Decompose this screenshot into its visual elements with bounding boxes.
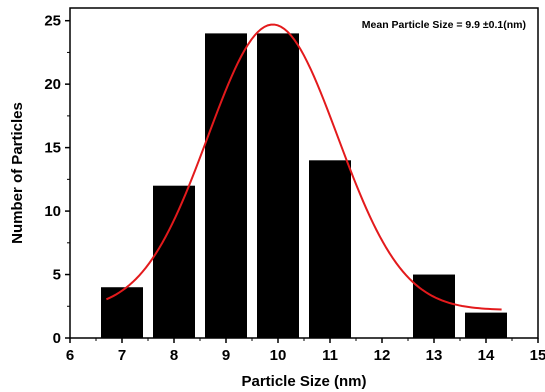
y-tick-label: 10 (44, 203, 61, 220)
bar-4 (257, 33, 299, 339)
gaussian-fit-curve (105, 23, 502, 311)
y-axis-ticks: 0 5 10 15 20 25 (44, 13, 70, 347)
x-tick-label: 7 (118, 347, 126, 364)
y-tick-label: 0 (53, 330, 61, 347)
x-tick-label: 6 (66, 347, 74, 364)
bar-1 (101, 287, 143, 338)
x-tick-label: 8 (170, 347, 178, 364)
bar-6 (413, 274, 455, 338)
x-tick-label: 10 (270, 347, 287, 364)
bar-2 (153, 185, 195, 338)
y-tick-label: 5 (53, 267, 61, 284)
y-tick-label: 25 (44, 13, 61, 30)
y-tick-label: 15 (44, 140, 61, 157)
x-tick-label: 12 (374, 347, 391, 364)
bars-group (101, 33, 507, 339)
x-tick-label: 15 (530, 347, 545, 364)
bar-5 (309, 160, 351, 338)
x-axis-ticks: 6 7 8 9 10 11 12 13 14 15 (66, 338, 545, 364)
mean-size-annotation: Mean Particle Size = 9.9 ±0.1(nm) (362, 19, 526, 31)
bar-7 (465, 312, 507, 338)
x-axis-title: Particle Size (nm) (241, 373, 366, 390)
x-tick-label: 9 (222, 347, 230, 364)
y-axis-title: Number of Particles (9, 102, 26, 244)
x-tick-label: 14 (478, 347, 495, 364)
x-tick-label: 13 (426, 347, 443, 364)
y-tick-label: 20 (44, 76, 61, 93)
bar-3 (205, 33, 247, 339)
x-tick-label: 11 (322, 347, 338, 364)
